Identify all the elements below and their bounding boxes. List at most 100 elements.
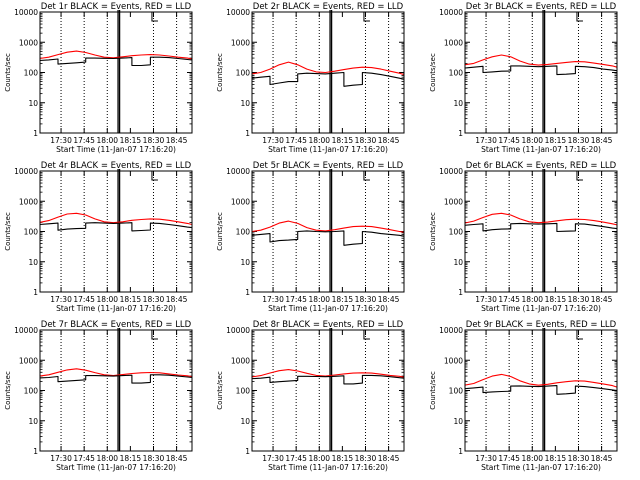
x-tick-label: 18:45 — [591, 295, 613, 304]
x-tick-label: 17:45 — [498, 454, 520, 463]
y-axis-label: Counts/sec — [429, 53, 437, 92]
panel-title: Det 1r BLACK = Events, RED = LLD — [41, 2, 192, 12]
series-line-events — [251, 71, 405, 87]
x-tick-label: 18:45 — [591, 136, 613, 145]
x-tick-label: 18:15 — [332, 454, 354, 463]
x-tick-label: 18:15 — [545, 454, 567, 463]
y-tick-label: 10000 — [226, 8, 250, 17]
y-axis-label: Counts/sec — [216, 371, 224, 410]
x-tick-label: 18:45 — [166, 295, 188, 304]
panel-det-1: Det 1r BLACK = Events, RED = LLD Counts/s… — [4, 2, 193, 154]
y-tick-label: 100 — [236, 387, 251, 396]
panel-det-7: Det 7r BLACK = Events, RED = LLD Counts/s… — [4, 320, 193, 472]
x-tick-label: 18:45 — [166, 454, 188, 463]
panel-title: Det 4r BLACK = Events, RED = LLD — [41, 161, 192, 171]
x-tick-label: 18:30 — [143, 136, 165, 145]
y-tick-label: 1 — [458, 129, 463, 138]
x-tick-label: 18:30 — [568, 454, 590, 463]
series-line-lld — [464, 54, 618, 68]
y-tick-label: 10 — [453, 417, 463, 426]
plot-frame — [251, 11, 405, 134]
y-tick-label: 10 — [240, 417, 250, 426]
panel-det-3: Det 3r BLACK = Events, RED = LLD Counts/s… — [429, 2, 618, 154]
x-tick-label: 18:00 — [521, 136, 543, 145]
x-tick-label: 17:45 — [498, 295, 520, 304]
x-axis-label: Start Time (11-Jan-07 17:16:20) — [268, 463, 388, 472]
x-tick-label: 18:30 — [568, 295, 590, 304]
x-tick-label: 18:00 — [96, 454, 118, 463]
y-tick-label: 100 — [24, 387, 39, 396]
series-line-lld — [464, 373, 618, 388]
x-axis-label: Start Time (11-Jan-07 17:16:20) — [56, 304, 176, 313]
series-line-lld — [39, 212, 193, 226]
panel-title: Det 8r BLACK = Events, RED = LLD — [253, 320, 404, 330]
y-tick-label: 1000 — [444, 38, 463, 47]
plot-frame — [464, 329, 618, 452]
x-tick-label: 18:45 — [378, 454, 400, 463]
y-tick-label: 10 — [453, 258, 463, 267]
x-tick-label: 17:30 — [262, 136, 284, 145]
y-axis-label: Counts/sec — [429, 212, 437, 251]
y-tick-label: 100 — [236, 69, 251, 78]
x-tick-label: 17:30 — [475, 136, 497, 145]
x-tick-label: 18:30 — [355, 295, 377, 304]
x-tick-label: 17:45 — [498, 136, 520, 145]
series-line-lld — [39, 50, 193, 60]
series-line-events — [39, 222, 193, 232]
x-tick-label: 18:45 — [591, 454, 613, 463]
bracket-marker — [151, 12, 158, 22]
panel-title: Det 5r BLACK = Events, RED = LLD — [253, 161, 404, 171]
y-tick-label: 100 — [236, 228, 251, 237]
y-tick-label: 10 — [28, 99, 38, 108]
series-line-lld — [251, 369, 405, 378]
x-tick-label: 18:00 — [521, 295, 543, 304]
panel-det-5: Det 5r BLACK = Events, RED = LLD Counts/s… — [216, 161, 405, 313]
y-tick-label: 10000 — [439, 167, 463, 176]
x-tick-label: 18:45 — [378, 295, 400, 304]
y-tick-label: 10000 — [226, 326, 250, 335]
y-tick-label: 100 — [449, 387, 464, 396]
series-line-events — [464, 222, 618, 233]
bracket-marker — [151, 171, 158, 181]
y-tick-label: 1 — [245, 288, 250, 297]
bracket-marker — [363, 12, 370, 22]
x-tick-label: 17:45 — [73, 136, 95, 145]
x-tick-label: 18:30 — [355, 454, 377, 463]
x-axis-label: Start Time (11-Jan-07 17:16:20) — [481, 145, 601, 154]
bracket-marker — [151, 330, 158, 340]
x-tick-label: 18:15 — [120, 454, 142, 463]
panel-det-4: Det 4r BLACK = Events, RED = LLD Counts/s… — [4, 161, 193, 313]
x-axis-label: Start Time (11-Jan-07 17:16:20) — [481, 463, 601, 472]
y-tick-label: 10000 — [14, 167, 38, 176]
series-line-events — [464, 65, 618, 76]
panel-title: Det 2r BLACK = Events, RED = LLD — [253, 2, 404, 12]
panel-title: Det 9r BLACK = Events, RED = LLD — [466, 320, 617, 330]
bracket-marker — [576, 330, 583, 340]
x-tick-label: 18:30 — [143, 454, 165, 463]
y-tick-label: 10 — [240, 99, 250, 108]
series-line-lld — [464, 212, 618, 226]
y-axis-label: Counts/sec — [216, 212, 224, 251]
y-tick-label: 1 — [458, 447, 463, 456]
x-tick-label: 18:00 — [96, 136, 118, 145]
series-line-events — [251, 230, 405, 246]
x-tick-label: 18:45 — [166, 136, 188, 145]
x-tick-label: 17:30 — [50, 136, 72, 145]
bracket-marker — [576, 12, 583, 22]
y-axis-label: Counts/sec — [429, 371, 437, 410]
plot-frame — [464, 170, 618, 293]
series-line-lld — [251, 61, 405, 76]
x-tick-label: 18:30 — [143, 295, 165, 304]
bracket-marker — [363, 330, 370, 340]
panel-title: Det 3r BLACK = Events, RED = LLD — [466, 2, 617, 12]
x-tick-label: 17:30 — [475, 454, 497, 463]
x-tick-label: 18:15 — [545, 295, 567, 304]
x-tick-label: 18:00 — [521, 454, 543, 463]
series-line-lld — [251, 220, 405, 233]
y-tick-label: 1 — [33, 129, 38, 138]
plot-frame — [39, 170, 193, 293]
x-tick-label: 17:30 — [262, 295, 284, 304]
y-axis-label: Counts/sec — [4, 371, 12, 410]
x-tick-label: 17:30 — [50, 454, 72, 463]
